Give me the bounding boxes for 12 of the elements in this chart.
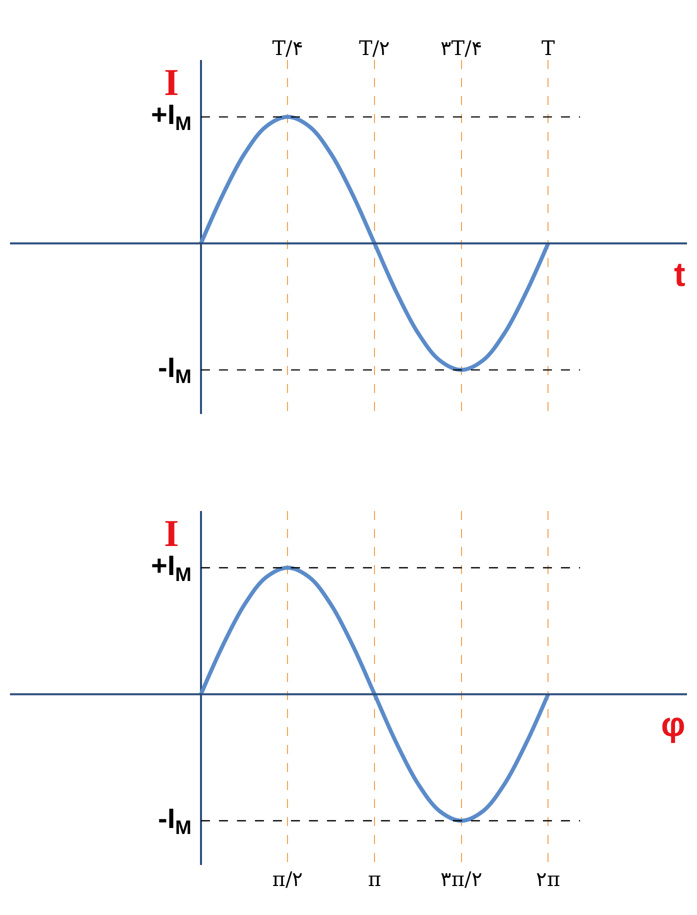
x-axis-title: t: [674, 256, 686, 294]
ref-line-label: -I$_{M}$: [158, 803, 192, 839]
x-tick-label: ۳T/۴: [440, 36, 482, 60]
x-tick-label: T: [541, 36, 556, 60]
x-tick-label: ۳π/۲: [440, 867, 482, 891]
ref-line-label: -I$_{M}$: [158, 352, 192, 388]
x-tick-label: T/۴: [272, 36, 304, 60]
x-tick-label: T/۲: [359, 36, 390, 60]
x-tick-label: π: [368, 867, 382, 891]
x-tick-label: π/۲: [272, 867, 304, 891]
x-axis-title: φ: [661, 706, 686, 744]
x-tick-label: ۲π: [536, 867, 560, 891]
